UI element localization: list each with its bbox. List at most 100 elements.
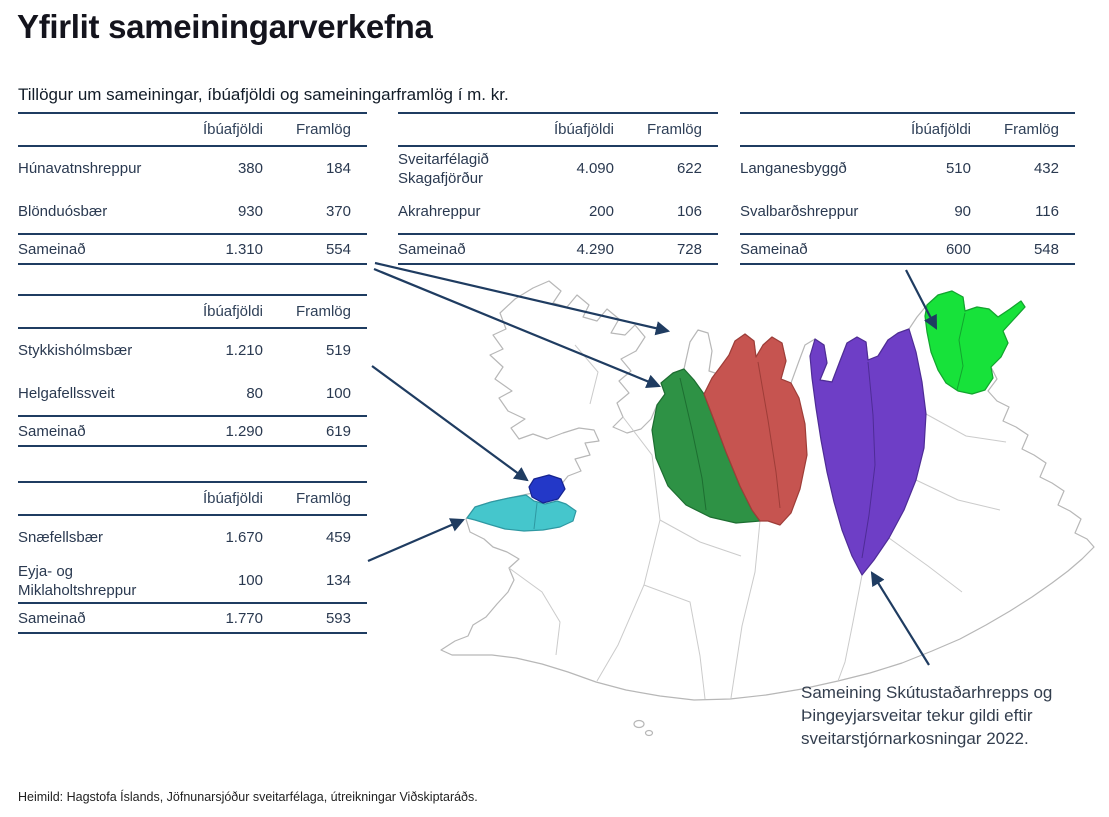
table-header-row: Íbúafjöldi Framlög <box>740 114 1075 147</box>
total-population: 1.290 <box>225 422 263 440</box>
arrow-annotation-to-thingeyjarsveit-region <box>870 571 930 666</box>
contribution-value: 100 <box>325 385 351 402</box>
municipality-name: Sveitarfélagið Skagafjörður <box>398 150 489 187</box>
subtitle: Tillögur um sameiningar, íbúafjöldi og s… <box>18 85 509 104</box>
table-row: Stykkishólmsbær 1.210 519 <box>18 329 367 372</box>
municipal-borders <box>508 344 1007 700</box>
vestmannaeyjar-islands <box>633 719 654 737</box>
total-label: Sameinað <box>740 240 808 258</box>
total-label: Sameinað <box>18 609 86 627</box>
arrow-to-langanes-region <box>905 269 937 330</box>
table-row: Sveitarfélagið Skagafjörður 4.090 622 <box>398 147 718 190</box>
population-value: 4.090 <box>576 160 614 177</box>
table-row: Húnavatnshreppur 380 184 <box>18 147 367 190</box>
total-contribution: 619 <box>325 422 351 440</box>
municipality-name: Stykkishólmsbær <box>18 342 133 359</box>
total-population: 1.310 <box>225 240 263 258</box>
total-label: Sameinað <box>18 422 86 440</box>
table-row: Eyja- og Miklaholtshreppur 100 134 <box>18 559 367 602</box>
contribution-value: 116 <box>1035 203 1059 220</box>
contribution-value: 184 <box>325 160 351 177</box>
arrow-to-stykkisholmur-region <box>371 365 529 482</box>
population-value: 200 <box>588 203 614 220</box>
municipality-name: Langanesbyggð <box>740 160 847 177</box>
column-header-framlog: Framlög <box>295 303 351 320</box>
merger-table-snaefellsbaer-eyja-miklaholtshreppur: Íbúafjöldi Framlög Snæfellsbær 1.670 459… <box>18 481 367 634</box>
column-header-framlog: Framlög <box>295 490 351 507</box>
table-row: Langanesbyggð 510 432 <box>740 147 1075 190</box>
population-value: 510 <box>945 160 971 177</box>
table-total-row: Sameinað 4.290 728 <box>398 233 718 265</box>
column-header-ibuafjoldi: Íbúafjöldi <box>910 121 971 138</box>
total-label: Sameinað <box>18 240 86 258</box>
table-row: Akrahreppur 200 106 <box>398 190 718 233</box>
page-title: Yfirlit sameiningarverkefna <box>17 8 433 45</box>
municipality-name: Snæfellsbær <box>18 529 104 546</box>
merger-table-stykkisholmsbaer-helgafellssveit: Íbúafjöldi Framlög Stykkishólmsbær 1.210… <box>18 294 367 447</box>
municipality-name: Helgafellssveit <box>18 385 115 402</box>
table-row: Snæfellsbær 1.670 459 <box>18 516 367 559</box>
municipality-name: Blönduósbær <box>18 203 108 220</box>
contribution-value: 459 <box>325 529 351 546</box>
region-stykkisholmsbaer-helgafellssveit <box>528 474 566 504</box>
population-value: 80 <box>246 385 263 402</box>
contribution-value: 622 <box>676 160 702 177</box>
column-header-framlog: Framlög <box>1003 121 1059 138</box>
column-header-ibuafjoldi: Íbúafjöldi <box>202 303 263 320</box>
column-header-ibuafjoldi: Íbúafjöldi <box>202 121 263 138</box>
total-contribution: 593 <box>325 609 351 627</box>
arrow-to-snaefellsbaer-region <box>367 518 465 563</box>
total-contribution: 554 <box>325 240 351 258</box>
table-total-row: Sameinað 600 548 <box>740 233 1075 265</box>
table-total-row: Sameinað 1.770 593 <box>18 602 367 634</box>
population-value: 930 <box>237 203 263 220</box>
merger-table-skagafjordur-akrahreppur: Íbúafjöldi Framlög Sveitarfélagið Skagaf… <box>398 112 718 265</box>
contribution-value: 134 <box>325 572 351 589</box>
region-snaefellsbaer-eyja-miklaholtshreppur <box>466 494 577 532</box>
population-value: 380 <box>237 160 263 177</box>
municipality-name: Húnavatnshreppur <box>18 160 142 177</box>
column-header-ibuafjoldi: Íbúafjöldi <box>202 490 263 507</box>
column-header-framlog: Framlög <box>646 121 702 138</box>
total-contribution: 728 <box>676 240 702 258</box>
table-header-row: Íbúafjöldi Framlög <box>18 296 367 329</box>
table-row: Helgafellssveit 80 100 <box>18 372 367 415</box>
table-total-row: Sameinað 1.310 554 <box>18 233 367 265</box>
region-inner-borders <box>533 312 966 559</box>
municipality-name: Svalbarðshreppur <box>740 203 859 220</box>
region-skagafjordur-akrahreppur <box>703 333 808 526</box>
total-label: Sameinað <box>398 240 466 258</box>
population-value: 1.670 <box>225 529 263 546</box>
contribution-value: 106 <box>676 203 702 220</box>
merger-table-langanesbyggd-svalbardshreppur: Íbúafjöldi Framlög Langanesbyggð 510 432… <box>740 112 1075 265</box>
contribution-value: 432 <box>1033 160 1059 177</box>
arrow-to-hunavatn-region <box>373 267 661 388</box>
population-value: 1.210 <box>225 342 263 359</box>
contribution-value: 519 <box>325 342 351 359</box>
population-value: 100 <box>237 572 263 589</box>
table-header-row: Íbúafjöldi Framlög <box>18 114 367 147</box>
region-skutustadahreppur-thingeyjarsveit <box>809 328 927 576</box>
table-row: Blönduósbær 930 370 <box>18 190 367 233</box>
map-annotation: Sameining Skútustaðarhrepps og Þingeyjar… <box>801 683 1053 748</box>
source-note: Heimild: Hagstofa Íslands, Jöfnunarsjóðu… <box>18 790 478 804</box>
municipality-name: Eyja- og Miklaholtshreppur <box>18 562 137 599</box>
total-population: 1.770 <box>225 609 263 627</box>
contribution-value: 370 <box>325 203 351 220</box>
table-row: Svalbarðshreppur 90 116 <box>740 190 1075 233</box>
municipality-name: Akrahreppur <box>398 203 481 220</box>
table-header-row: Íbúafjöldi Framlög <box>398 114 718 147</box>
region-langanesbyggd-svalbardshreppur <box>924 290 1026 395</box>
table-header-row: Íbúafjöldi Framlög <box>18 483 367 516</box>
table-total-row: Sameinað 1.290 619 <box>18 415 367 447</box>
column-header-framlog: Framlög <box>295 121 351 138</box>
total-population: 4.290 <box>576 240 614 258</box>
total-contribution: 548 <box>1033 240 1059 258</box>
callout-arrows <box>367 261 937 666</box>
column-header-ibuafjoldi: Íbúafjöldi <box>553 121 614 138</box>
population-value: 90 <box>954 203 971 220</box>
total-population: 600 <box>945 240 971 258</box>
arrow-to-skagafjordur-region <box>374 261 671 336</box>
